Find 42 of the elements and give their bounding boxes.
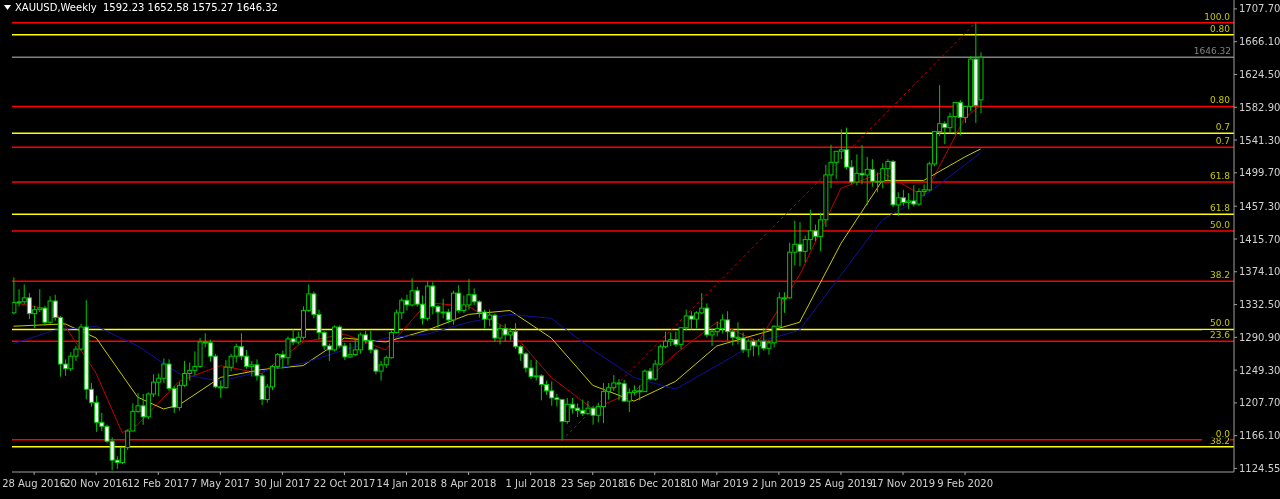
y-tick-label: 1207.70 <box>1239 397 1280 409</box>
y-tick-label: 1166.10 <box>1239 430 1280 442</box>
x-tick-label: 7 May 2017 <box>190 478 250 489</box>
x-tick-label: 8 Apr 2018 <box>440 478 497 489</box>
chart-title: XAUUSD,Weekly 1592.23 1652.58 1575.27 1646.32 <box>15 2 278 13</box>
y-tick-label: 1499.70 <box>1239 167 1280 179</box>
y-tick-label: 1124.55 <box>1239 462 1280 474</box>
y-tick-label: 1666.10 <box>1239 36 1280 48</box>
x-tick-label: 30 Jul 2017 <box>254 478 311 489</box>
y-tick-label: 1541.30 <box>1239 134 1280 146</box>
annotation: 50.0 <box>1209 318 1231 329</box>
annotation: 61.8 <box>1209 203 1231 214</box>
ref-line-label: 1646.32 <box>1193 46 1231 57</box>
x-tick-label: 22 Oct 2017 <box>313 478 376 489</box>
y-tick-label: 1624.50 <box>1239 69 1280 81</box>
x-tick-label: 2 Jun 2019 <box>751 478 806 489</box>
x-tick-label: 20 Nov 2016 <box>64 478 129 489</box>
annotation: 50.0 <box>1209 219 1231 230</box>
annotation: 0.80 <box>1209 95 1231 106</box>
annotation: 0.7 <box>1215 136 1230 147</box>
annotation: 23.6 <box>1209 330 1231 341</box>
y-tick-label: 1374.10 <box>1239 266 1280 278</box>
x-tick-label: 23 Sep 2018 <box>561 478 625 489</box>
annotation: 38.2 <box>1209 270 1230 281</box>
annotation: 0.80 <box>1209 23 1231 34</box>
annotation: 0.7 <box>1215 122 1230 133</box>
y-tick-label: 1290.90 <box>1239 331 1280 343</box>
x-tick-label: 9 Feb 2020 <box>937 478 994 489</box>
x-tick-label: 14 Jan 2018 <box>376 478 437 489</box>
y-tick-label: 1707.70 <box>1239 3 1280 15</box>
y-tick-label: 1415.70 <box>1239 233 1280 245</box>
y-tick-label: 1332.50 <box>1239 299 1280 311</box>
x-tick-label: 10 Mar 2019 <box>685 478 749 489</box>
x-tick-label: 12 Feb 2017 <box>127 478 190 489</box>
x-tick-label: 28 Aug 2016 <box>2 478 67 489</box>
annotation: 61.8 <box>1209 171 1231 182</box>
y-tick-label: 1582.90 <box>1239 101 1280 113</box>
y-tick-label: 1249.30 <box>1239 364 1280 376</box>
x-tick-label: 1 Jul 2018 <box>505 478 556 489</box>
annotation: 100.0 <box>1204 11 1231 22</box>
y-tick-label: 1457.30 <box>1239 200 1280 212</box>
x-tick-label: 25 Aug 2019 <box>808 478 873 489</box>
